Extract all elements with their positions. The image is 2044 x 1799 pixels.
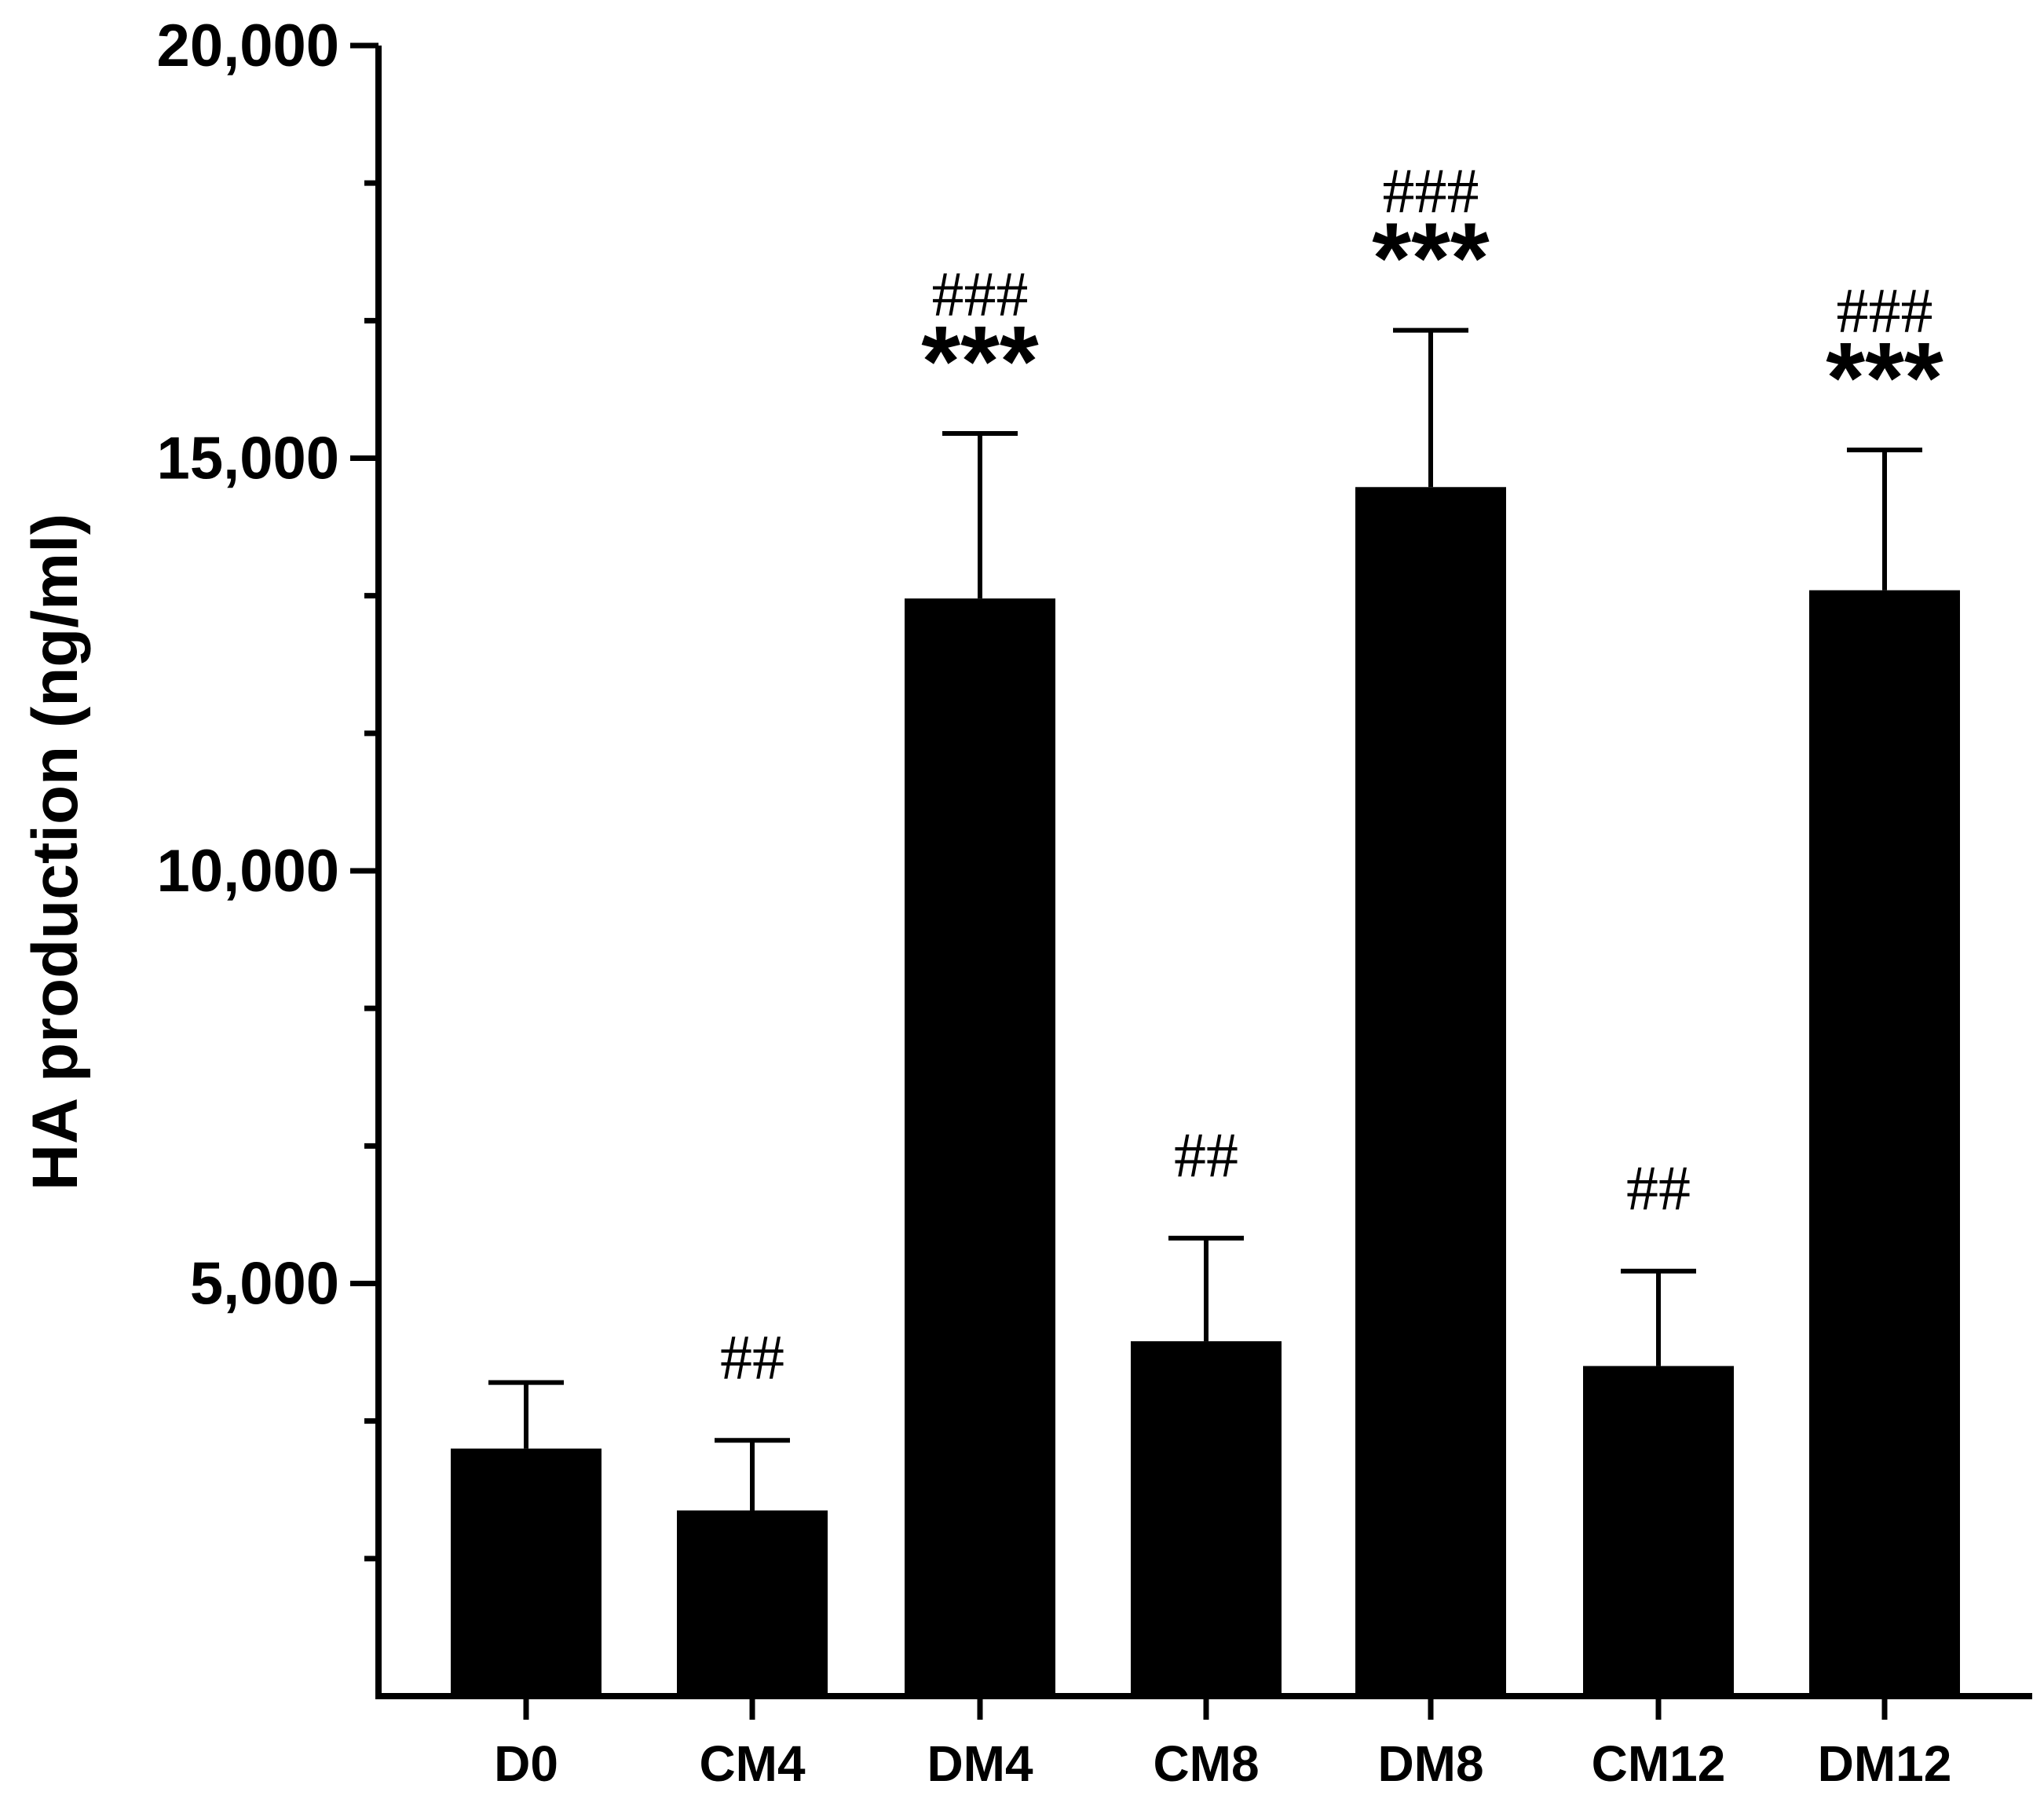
significance-stars-dm12: *** [1826, 322, 1943, 434]
bar-d0 [451, 1448, 601, 1696]
x-tick-label-dm12: DM12 [1818, 1735, 1952, 1792]
bar-cm8 [1131, 1341, 1282, 1696]
labels-layer: D0##CM4***###DM4##CM8***###DM8##CM12***#… [157, 13, 1952, 1792]
x-tick-label-cm12: CM12 [1592, 1735, 1726, 1792]
significance-hash-cm8: ## [1174, 1120, 1238, 1191]
y-tick-label: 10,000 [157, 838, 339, 905]
bar-dm8 [1355, 487, 1506, 1697]
bar-cm4 [677, 1510, 828, 1696]
significance-hash-dm4: ### [932, 258, 1029, 330]
y-tick-label: 20,000 [157, 13, 339, 79]
y-tick-label: 5,000 [190, 1251, 339, 1318]
significance-stars-dm8: *** [1372, 203, 1490, 315]
axes-layer [350, 42, 2032, 1720]
y-axis-title: HA production (ng/ml) [20, 514, 91, 1190]
bars-layer [451, 327, 1960, 1697]
x-tick-label-dm8: DM8 [1377, 1735, 1483, 1792]
x-tick-label-cm4: CM4 [699, 1735, 806, 1792]
bar-dm12 [1809, 590, 1960, 1697]
significance-hash-dm12: ### [1837, 275, 1933, 346]
significance-hash-cm4: ## [720, 1322, 784, 1393]
y-tick-label: 15,000 [157, 426, 339, 492]
bar-cm12 [1583, 1366, 1734, 1696]
x-tick-label-d0: D0 [494, 1735, 558, 1792]
bar-dm4 [905, 598, 1055, 1697]
significance-hash-cm12: ## [1626, 1153, 1691, 1224]
x-tick-label-dm4: DM4 [927, 1735, 1033, 1792]
significance-stars-dm4: *** [921, 305, 1039, 418]
x-tick-label-cm8: CM8 [1153, 1735, 1259, 1792]
significance-hash-dm8: ### [1383, 155, 1479, 227]
